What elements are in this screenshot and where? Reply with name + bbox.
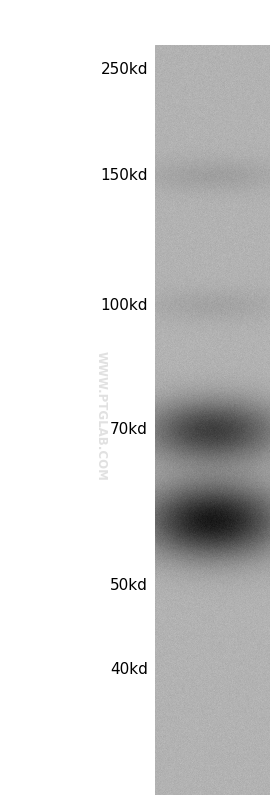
Text: 50kd: 50kd bbox=[110, 578, 148, 593]
Text: 100kd: 100kd bbox=[101, 297, 148, 312]
Text: 40kd: 40kd bbox=[110, 662, 148, 678]
Text: 250kd: 250kd bbox=[101, 62, 148, 78]
Text: WWW.PTGLAB.COM: WWW.PTGLAB.COM bbox=[94, 351, 107, 480]
Text: 70kd: 70kd bbox=[110, 423, 148, 438]
Text: 150kd: 150kd bbox=[101, 168, 148, 182]
